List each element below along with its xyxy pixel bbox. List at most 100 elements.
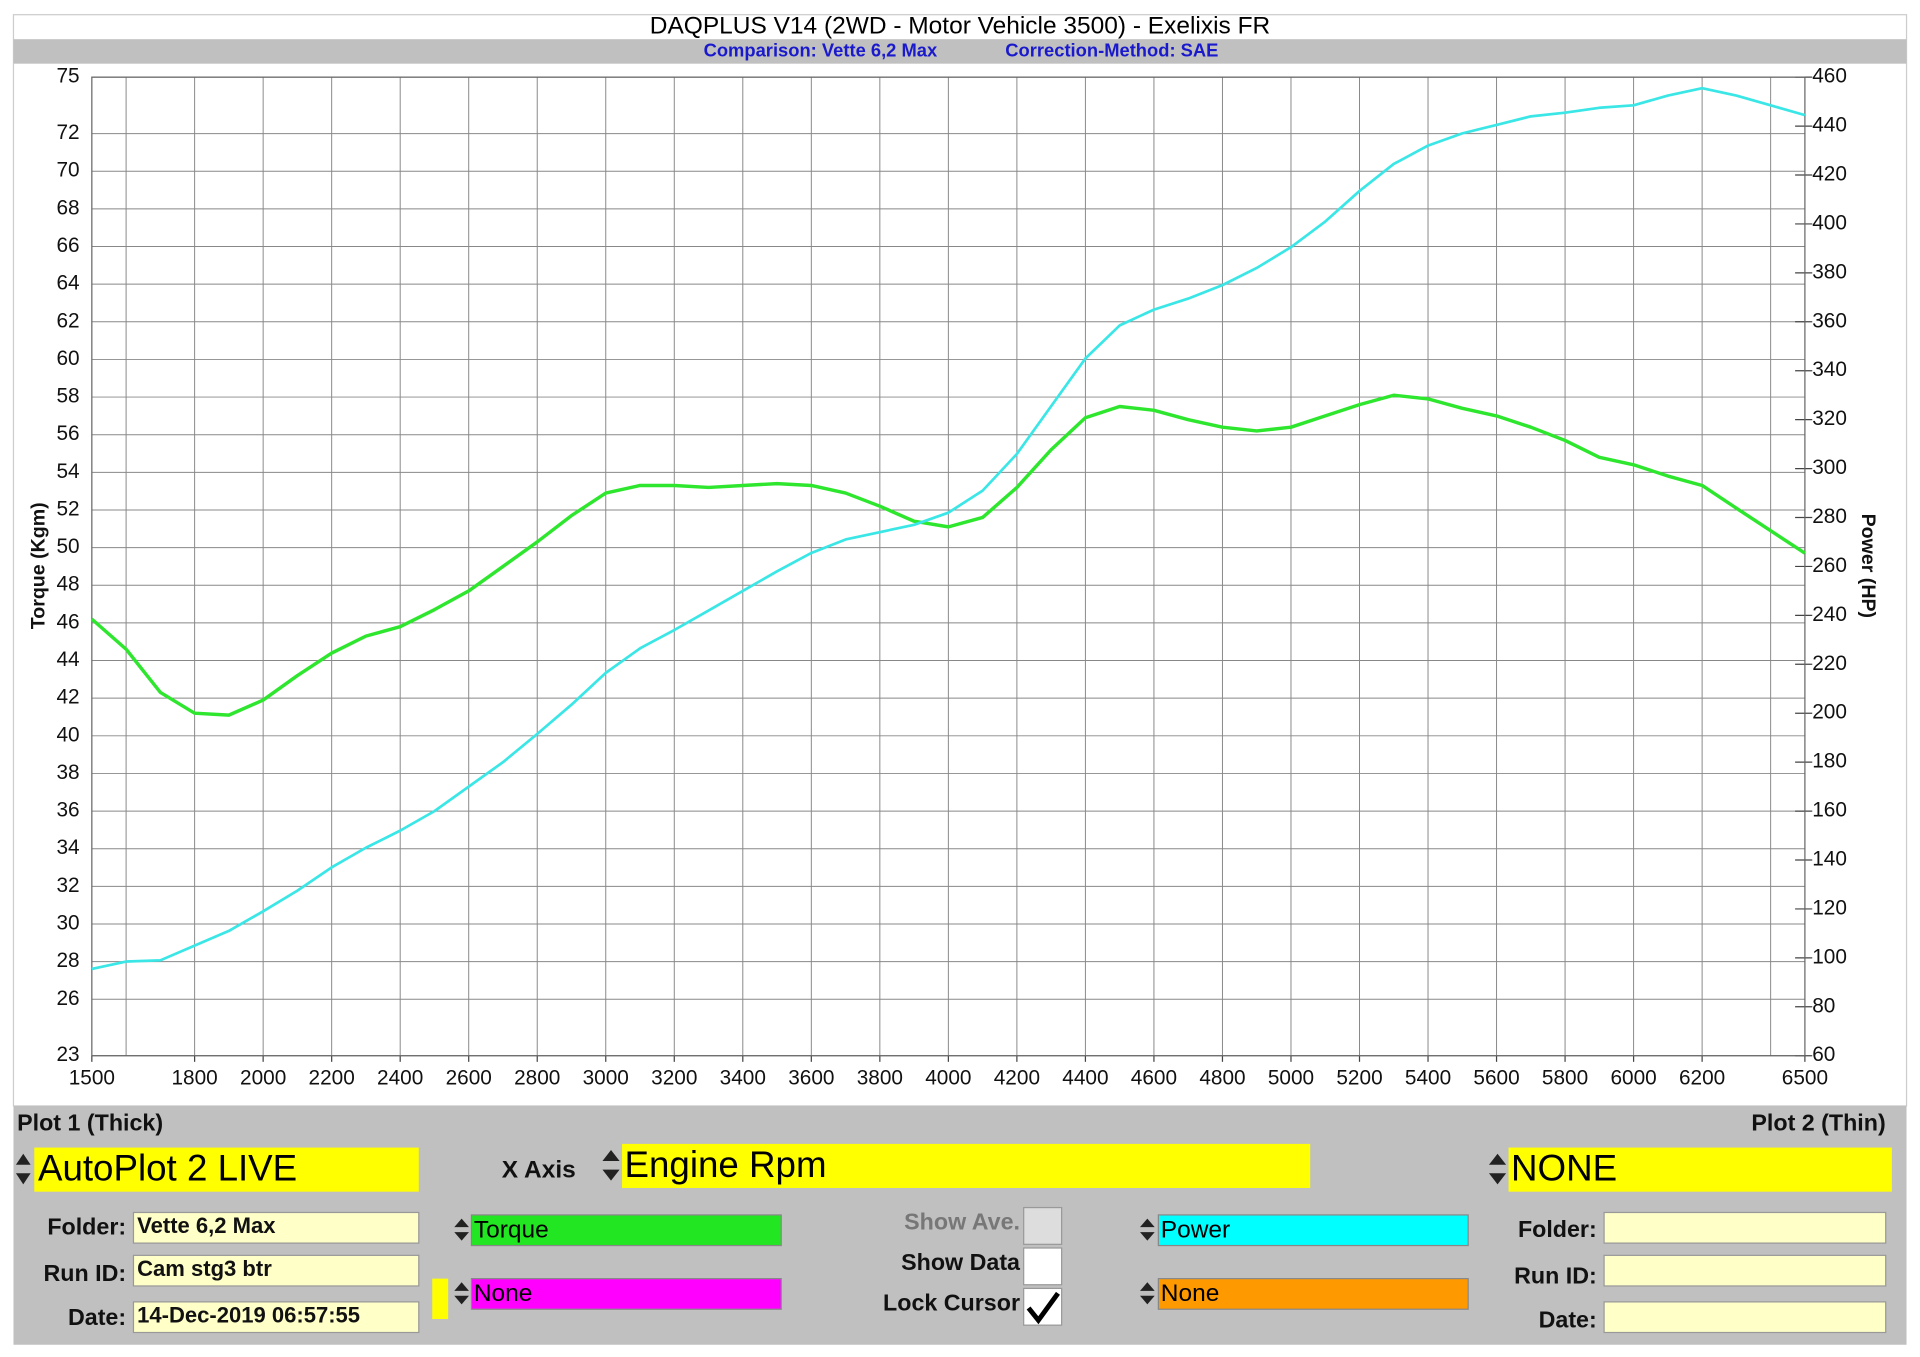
check-mark [1026, 1291, 1060, 1325]
y-tick-label: 52 [56, 497, 79, 520]
field-box [1603, 1301, 1887, 1334]
y-tick-label: 32 [56, 874, 79, 897]
chart-subtitle: Comparison: Vette 6,2 Max [704, 39, 938, 60]
x-tick-label: 6000 [1610, 1066, 1656, 1089]
spinner[interactable] [1488, 1153, 1507, 1185]
series-line [90, 393, 1806, 717]
field-box [132, 1211, 420, 1244]
y2-axis-label: Power (HP) [1857, 514, 1879, 618]
channel-box[interactable] [1157, 1214, 1469, 1247]
channel-box[interactable] [470, 1278, 782, 1310]
series-line [91, 86, 1806, 971]
plot1-source: AutoPlot 2 LIVE [38, 1148, 297, 1189]
spinner[interactable] [454, 1218, 469, 1241]
spinners [15, 1150, 1507, 1305]
field-box [132, 1301, 420, 1334]
y-tick-label: 60 [56, 347, 79, 370]
chart-subtitle: Correction-Method: SAE [1005, 39, 1218, 60]
x-tick-label: 2400 [377, 1066, 423, 1089]
field-label: Date: [68, 1304, 126, 1330]
plot2-source: NONE [1511, 1148, 1617, 1189]
y-tick-label: 30 [56, 911, 79, 934]
field-label: Folder: [1518, 1216, 1597, 1242]
x-tick-label: 5600 [1473, 1066, 1519, 1089]
y2-tick-label: 340 [1812, 358, 1847, 381]
field-value: Cam stg3 btr [137, 1256, 272, 1281]
spinner[interactable] [602, 1150, 620, 1181]
y-tick-label: 44 [56, 648, 79, 671]
x-tick-label: 5400 [1405, 1066, 1451, 1089]
x-axis-caption: X Axis [502, 1156, 576, 1183]
y2-tick-label: 360 [1812, 309, 1847, 332]
channel-name: None [474, 1280, 533, 1307]
spinner[interactable] [1140, 1218, 1155, 1241]
y-tick-label: 36 [56, 799, 79, 822]
checkbox[interactable] [1023, 1206, 1063, 1245]
x-tick-label: 2600 [446, 1066, 492, 1089]
y2-tick-label: 460 [1812, 65, 1847, 88]
y-tick-label: 46 [56, 610, 79, 633]
spinner[interactable] [15, 1153, 31, 1185]
y-tick-label: 68 [56, 196, 79, 219]
y2-tick-label: 260 [1812, 554, 1847, 577]
chart-title: DAQPLUS V14 (2WD - Motor Vehicle 3500) -… [650, 12, 1270, 39]
y2-tick-label: 200 [1812, 701, 1847, 724]
x-tick-label: 4600 [1131, 1066, 1177, 1089]
x-tick-label: 3000 [583, 1066, 629, 1089]
y2-tick-label: 120 [1812, 896, 1847, 919]
y-tick-label: 50 [56, 535, 79, 558]
channel-box[interactable] [1157, 1278, 1469, 1310]
checkbox[interactable] [1023, 1247, 1063, 1286]
x-tick-label: 6200 [1679, 1066, 1725, 1089]
x-tick-label: 3800 [857, 1066, 903, 1089]
y2-tick-label: 140 [1812, 848, 1847, 871]
field-box [132, 1254, 420, 1287]
check-label: Show Data [901, 1249, 1021, 1275]
x-tick-label: 4200 [994, 1066, 1040, 1089]
y2-tick-label: 440 [1812, 114, 1847, 137]
x-tick-label: 5000 [1268, 1066, 1314, 1089]
x-tick-label: 2000 [240, 1066, 286, 1089]
y2-tick-label: 280 [1812, 505, 1847, 528]
x-tick-label: 4000 [925, 1066, 971, 1089]
x-tick-label: 1800 [171, 1066, 217, 1089]
spinner[interactable] [454, 1282, 469, 1305]
y-tick-label: 66 [56, 234, 79, 257]
spinner[interactable] [1140, 1282, 1155, 1305]
y2-tick-label: 300 [1812, 456, 1847, 479]
y-tick-label: 64 [56, 272, 79, 295]
x-tick-label: 5200 [1336, 1066, 1382, 1089]
field-label: Run ID: [1514, 1263, 1597, 1289]
y2-tick-label: 420 [1812, 163, 1847, 186]
chart-frame [12, 14, 1908, 1107]
y-tick-label: 48 [56, 573, 79, 596]
y-tick-label: 62 [56, 309, 79, 332]
y2-tick-label: 80 [1812, 994, 1835, 1017]
y2-tick-label: 100 [1812, 945, 1847, 968]
channel-name: Power [1161, 1216, 1230, 1243]
x-tick-label: 2800 [514, 1066, 560, 1089]
plot1-source-box[interactable] [34, 1147, 419, 1192]
x-axis-value: Engine Rpm [624, 1144, 826, 1185]
channel-box[interactable] [470, 1214, 782, 1247]
title-band [13, 39, 1907, 64]
y2-tick-label: 320 [1812, 407, 1847, 430]
plot2-source-box[interactable] [1508, 1147, 1892, 1192]
check-label: Lock Cursor [883, 1289, 1020, 1315]
x-tick-label: 6500 [1782, 1066, 1828, 1089]
field-value: 14-Dec-2019 06:57:55 [137, 1302, 360, 1327]
field-value: Vette 6,2 Max [137, 1213, 276, 1238]
check-label: Show Ave. [904, 1209, 1020, 1235]
channel-name: None [1161, 1280, 1220, 1307]
field-label: Run ID: [43, 1260, 126, 1286]
field-label: Folder: [47, 1214, 126, 1240]
y2-tick-label: 400 [1812, 211, 1847, 234]
field-box [1603, 1254, 1887, 1287]
y-tick-label: 28 [56, 949, 79, 972]
x-axis-box[interactable] [622, 1143, 1311, 1188]
x-tick-label: 3400 [720, 1066, 766, 1089]
plot-frame [91, 76, 1806, 1057]
y-tick-label: 23 [56, 1043, 79, 1066]
